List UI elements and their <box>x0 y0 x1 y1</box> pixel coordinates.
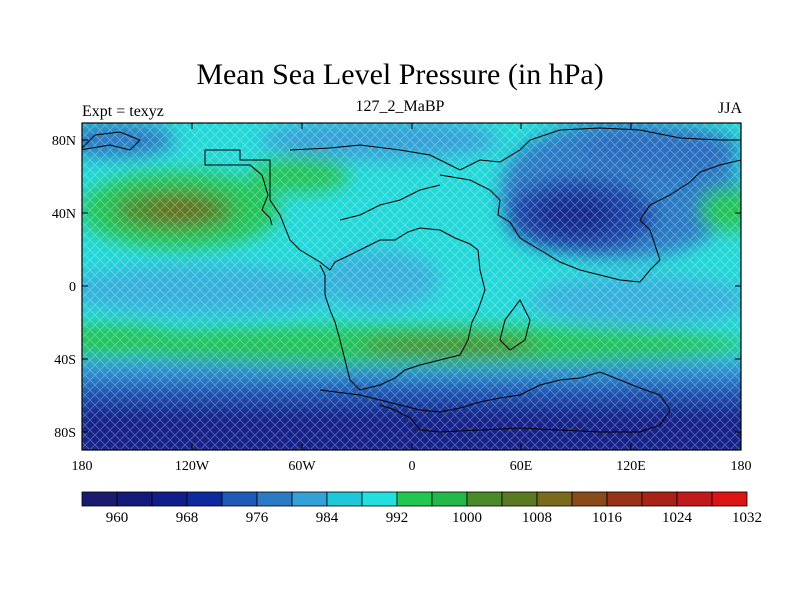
lat-tick-label: 80N <box>52 134 76 149</box>
lon-tick-label: 120W <box>175 459 210 474</box>
colorbar-label: 1000 <box>452 510 482 526</box>
colorbar-label: 960 <box>106 510 129 526</box>
lon-tick-label: 60E <box>510 459 533 474</box>
colorbar-box <box>641 491 678 507</box>
lat-tick-label: 40N <box>52 207 76 222</box>
map-field <box>82 123 741 450</box>
colorbar-label: 1032 <box>732 510 762 526</box>
colorbar-box <box>326 491 363 507</box>
colorbar-box <box>361 491 398 507</box>
colorbar-box <box>606 491 643 507</box>
colorbar-label: 992 <box>386 510 409 526</box>
colorbar-box <box>81 491 118 507</box>
colorbar-box <box>396 491 433 507</box>
colorbar-label: 1024 <box>662 510 693 526</box>
colorbar-box <box>676 491 713 507</box>
period-label: 127_2_MaBP <box>355 98 445 115</box>
colorbar-box <box>536 491 573 507</box>
colorbar-label: 968 <box>176 510 199 526</box>
colorbar-box <box>291 491 328 507</box>
lon-tick-label: 60W <box>288 459 316 474</box>
lat-tick-label: 40S <box>54 353 76 368</box>
lon-tick-label: 180 <box>731 459 752 474</box>
lat-tick-label: 80S <box>54 426 76 441</box>
colorbar-box <box>431 491 468 507</box>
colorbar <box>81 491 748 507</box>
colorbar-box <box>116 491 153 507</box>
colorbar-label: 976 <box>246 510 269 526</box>
colorbar-label: 984 <box>316 510 339 526</box>
coastlines <box>82 127 741 433</box>
colorbar-box <box>256 491 293 507</box>
colorbar-box <box>221 491 258 507</box>
colorbar-box <box>711 491 748 507</box>
lat-tick-label: 0 <box>69 280 76 295</box>
axis-ticks <box>81 123 742 450</box>
colorbar-box <box>151 491 188 507</box>
colorbar-label: 1008 <box>522 510 552 526</box>
map-title: Mean Sea Level Pressure (in hPa) <box>196 58 604 91</box>
lon-tick-label: 180 <box>72 459 93 474</box>
colorbar-box <box>466 491 503 507</box>
lon-tick-label: 0 <box>409 459 416 474</box>
colorbar-box <box>186 491 223 507</box>
experiment-label: Expt = texyz <box>82 103 164 120</box>
lon-tick-label: 120E <box>616 459 646 474</box>
colorbar-box <box>501 491 538 507</box>
colorbar-box <box>571 491 608 507</box>
season-label: JJA <box>717 100 742 117</box>
colorbar-label: 1016 <box>592 510 623 526</box>
